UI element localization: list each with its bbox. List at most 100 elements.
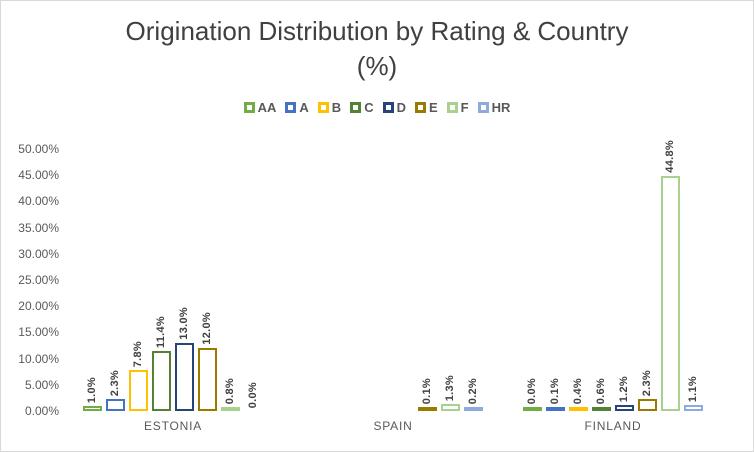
y-tick-label: 45.00% <box>18 168 59 183</box>
chart-title-line2: (%) <box>356 51 398 81</box>
data-label-spain-f: 1.3% <box>444 374 456 401</box>
bar-slot-spain-a <box>326 149 345 411</box>
y-axis: 50.00% 45.00% 40.00% 35.00% 30.00% 25.00% 20.0… <box>1 1 59 451</box>
legend-marker-icon <box>382 102 394 113</box>
data-label-finland-f: 44.8% <box>664 140 676 173</box>
y-tick-label: 0.00% <box>24 404 59 418</box>
legend-item-hr: HR <box>477 100 511 115</box>
bar-slot-spain-b <box>349 149 368 411</box>
bar-slot-estonia-d: 13.0% <box>175 149 194 411</box>
legend-item-f: F <box>446 100 469 115</box>
bar-finland-e <box>638 399 657 411</box>
chart-title: Origination Distribution by Rating & Cou… <box>1 14 753 84</box>
legend-label: B <box>331 100 342 115</box>
bar-estonia-d <box>175 343 194 411</box>
x-axis-label-finland: FINLAND <box>584 419 642 433</box>
bar-slot-spain-d <box>395 149 414 411</box>
bar-slot-spain-c <box>372 149 391 411</box>
bar-finland-a <box>546 407 565 411</box>
y-tick-label: 5.00% <box>24 377 59 392</box>
data-label-finland-d: 1.2% <box>618 375 630 402</box>
bar-slot-finland-c: 0.6% <box>592 149 611 411</box>
bar-finland-hr <box>684 405 703 411</box>
legend-label: E <box>428 100 438 115</box>
legend-item-a: A <box>285 100 309 115</box>
bar-slot-estonia-e: 12.0% <box>198 149 217 411</box>
legend-marker-icon <box>285 102 297 113</box>
category-group-estonia: 1.0% 2.3% 7.8% 11.4% 13.0% 12.0% 0.8% 0.0% <box>63 149 283 411</box>
legend-label: AA <box>257 100 277 115</box>
bar-slot-finland-d: 1.2% <box>615 149 634 411</box>
legend-item-b: B <box>317 100 342 115</box>
y-tick-label: 40.00% <box>18 194 59 209</box>
bar-finland-c <box>592 407 611 411</box>
bar-slot-estonia-hr: 0.0% <box>244 149 263 411</box>
bar-finland-b <box>569 407 588 411</box>
legend-marker-icon <box>350 102 362 113</box>
bar-estonia-aa <box>83 406 102 411</box>
x-axis: ESTONIA SPAIN FINLAND <box>63 419 723 433</box>
legend-item-d: D <box>382 100 406 115</box>
bar-estonia-b <box>129 370 148 411</box>
y-tick-label: 10.00% <box>18 351 59 366</box>
bar-slot-finland-e: 2.3% <box>638 149 657 411</box>
legend-label: A <box>299 100 309 115</box>
data-label-estonia-b: 7.8% <box>132 340 144 367</box>
data-label-estonia-aa: 1.0% <box>86 376 98 403</box>
bar-slot-spain-aa <box>303 149 322 411</box>
bar-slot-estonia-aa: 1.0% <box>83 149 102 411</box>
plot-area: 1.0% 2.3% 7.8% 11.4% 13.0% 12.0% 0.8% 0.0% 0.1% 1… <box>63 140 723 411</box>
legend-label: C <box>364 100 374 115</box>
data-label-finland-c: 0.6% <box>595 377 607 404</box>
bar-slot-estonia-a: 2.3% <box>106 149 125 411</box>
data-label-estonia-f: 0.8% <box>224 377 236 404</box>
bar-slot-spain-hr: 0.2% <box>464 149 483 411</box>
y-tick-label: 15.00% <box>18 325 59 340</box>
bar-slot-finland-a: 0.1% <box>546 149 565 411</box>
legend-marker-icon <box>243 102 255 113</box>
category-group-finland: 0.0% 0.1% 0.4% 0.6% 1.2% 2.3% 44.8% 1.1% <box>503 140 723 411</box>
legend-marker-icon <box>477 102 489 113</box>
bar-spain-e <box>418 407 437 411</box>
data-label-estonia-a: 2.3% <box>109 369 121 396</box>
bar-estonia-e <box>198 348 217 411</box>
data-label-finland-aa: 0.0% <box>526 377 538 404</box>
bar-slot-finland-b: 0.4% <box>569 149 588 411</box>
y-tick-label: 20.00% <box>18 299 59 314</box>
legend-label: HR <box>491 100 511 115</box>
bar-slot-estonia-c: 11.4% <box>152 149 171 411</box>
data-label-estonia-e: 12.0% <box>201 312 213 345</box>
data-label-finland-a: 0.1% <box>549 377 561 404</box>
bar-slot-estonia-b: 7.8% <box>129 149 148 411</box>
legend-label: D <box>396 100 406 115</box>
category-group-spain: 0.1% 1.3% 0.2% <box>283 149 503 411</box>
bar-spain-f <box>441 404 460 411</box>
data-label-estonia-hr: 0.0% <box>247 381 259 408</box>
data-label-finland-b: 0.4% <box>572 377 584 404</box>
data-label-spain-e: 0.1% <box>421 377 433 404</box>
legend-marker-icon <box>446 102 458 113</box>
bar-spain-hr <box>464 407 483 411</box>
y-tick-label: 35.00% <box>18 220 59 235</box>
chart-title-line1: Origination Distribution by Rating & Cou… <box>125 16 629 46</box>
bar-slot-estonia-f: 0.8% <box>221 149 240 411</box>
legend-label: F <box>460 100 469 115</box>
x-axis-label-spain: SPAIN <box>373 419 413 433</box>
data-label-finland-hr: 1.1% <box>687 375 699 402</box>
bar-slot-finland-f: 44.8% <box>661 140 680 411</box>
x-axis-label-estonia: ESTONIA <box>143 419 203 433</box>
legend-item-e: E <box>414 100 438 115</box>
bar-estonia-f <box>221 407 240 411</box>
data-label-estonia-d: 13.0% <box>178 307 190 340</box>
bar-slot-finland-aa: 0.0% <box>523 149 542 411</box>
y-tick-label: 30.00% <box>18 246 59 261</box>
bar-estonia-c <box>152 351 171 411</box>
bar-finland-d <box>615 405 634 411</box>
bar-slot-spain-f: 1.3% <box>441 149 460 411</box>
y-tick-label: 25.00% <box>18 273 59 287</box>
legend-marker-icon <box>317 102 329 113</box>
legend-item-c: C <box>350 100 374 115</box>
legend-marker-icon <box>414 102 426 113</box>
data-label-estonia-c: 11.4% <box>155 315 167 348</box>
